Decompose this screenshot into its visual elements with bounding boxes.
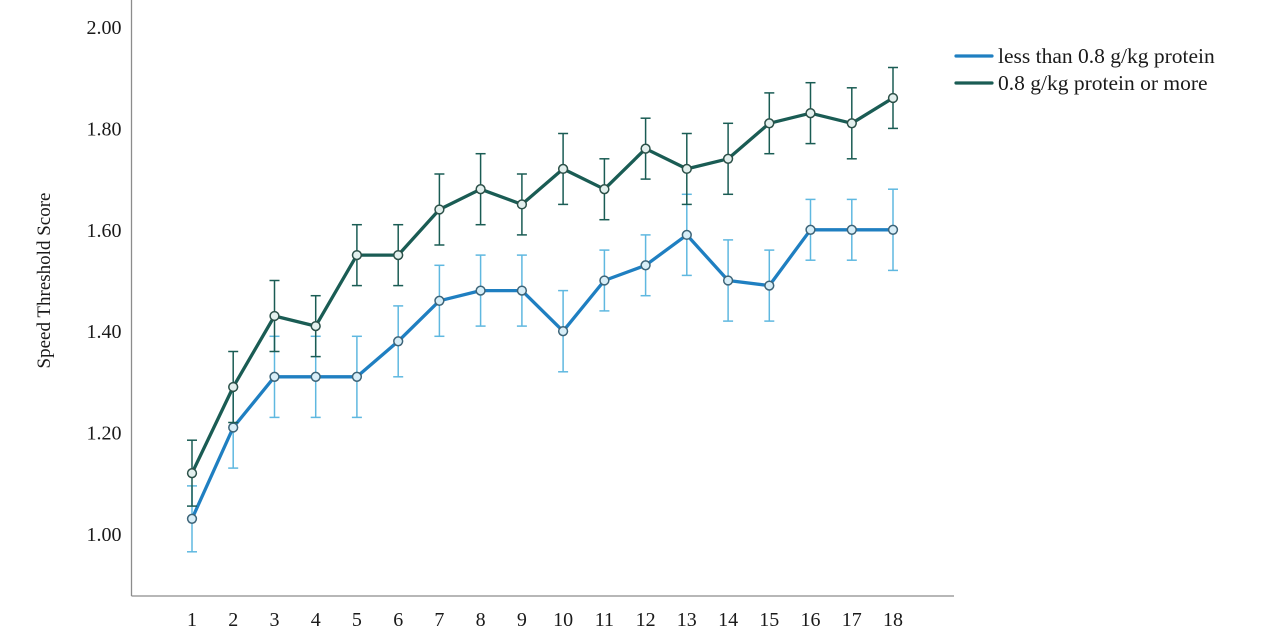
svg-text:1.60: 1.60 — [87, 220, 122, 242]
svg-text:1: 1 — [187, 609, 197, 631]
svg-text:0.8 g/kg protein or more: 0.8 g/kg protein or more — [998, 71, 1208, 95]
svg-text:10: 10 — [553, 609, 573, 631]
svg-text:Speed Threshold Score: Speed Threshold Score — [34, 193, 55, 369]
svg-text:11: 11 — [595, 609, 614, 631]
svg-text:1.00: 1.00 — [87, 524, 122, 546]
svg-text:less than 0.8 g/kg protein: less than 0.8 g/kg protein — [998, 44, 1215, 68]
svg-text:5: 5 — [352, 609, 362, 631]
svg-text:16: 16 — [801, 609, 821, 631]
svg-text:7: 7 — [434, 609, 444, 631]
svg-text:12: 12 — [636, 609, 656, 631]
svg-text:2.00: 2.00 — [87, 17, 122, 39]
svg-text:2: 2 — [228, 609, 238, 631]
svg-text:17: 17 — [842, 609, 862, 631]
svg-text:3: 3 — [270, 609, 280, 631]
svg-text:6: 6 — [393, 609, 403, 631]
svg-text:9: 9 — [517, 609, 527, 631]
svg-text:1.20: 1.20 — [87, 423, 122, 445]
svg-text:1.40: 1.40 — [87, 321, 122, 343]
svg-text:1.80: 1.80 — [87, 118, 122, 140]
svg-text:4: 4 — [311, 609, 321, 631]
svg-text:8: 8 — [476, 609, 486, 631]
svg-text:18: 18 — [883, 609, 903, 631]
svg-text:15: 15 — [759, 609, 779, 631]
svg-text:13: 13 — [677, 609, 697, 631]
svg-text:14: 14 — [718, 609, 738, 631]
